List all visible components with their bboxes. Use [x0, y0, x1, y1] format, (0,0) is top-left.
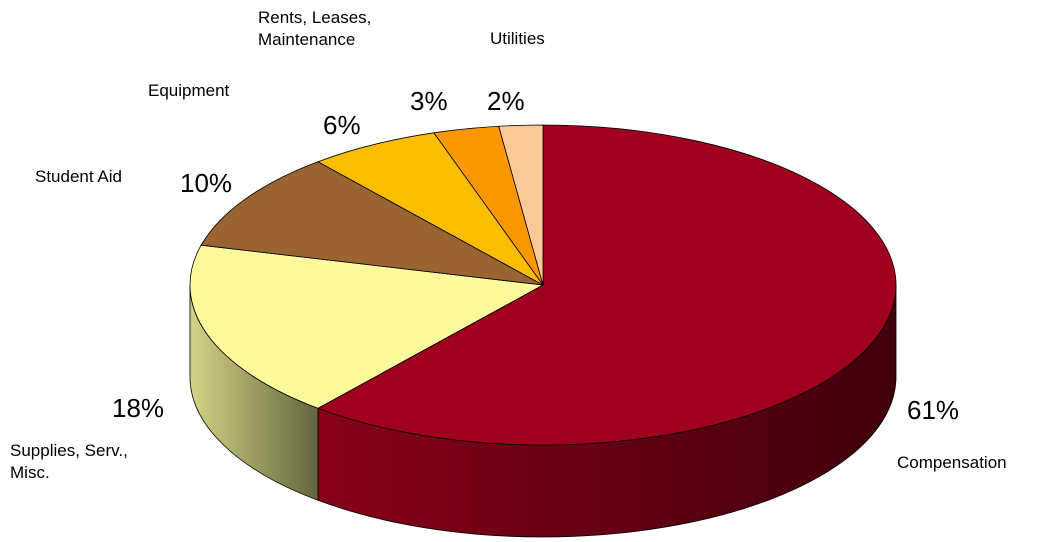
value-label: 10%	[180, 168, 232, 198]
value-label: 3%	[410, 86, 448, 116]
category-label: Utilities	[490, 29, 545, 48]
slice	[200, 161, 544, 286]
value-label: 2%	[487, 86, 525, 116]
slice	[498, 124, 544, 286]
value-label: 6%	[323, 110, 361, 140]
slice	[317, 132, 544, 286]
value-label: 18%	[112, 393, 164, 423]
slice	[189, 244, 545, 409]
category-label: Student Aid	[35, 167, 122, 186]
category-label: Compensation	[897, 453, 1007, 472]
slice	[317, 124, 897, 446]
category-label: Equipment	[148, 81, 230, 100]
category-label: Rents, Leases, Maintenance	[258, 8, 372, 49]
category-label: Supplies, Serv., Misc.	[10, 441, 128, 482]
value-label: 61%	[907, 395, 959, 425]
